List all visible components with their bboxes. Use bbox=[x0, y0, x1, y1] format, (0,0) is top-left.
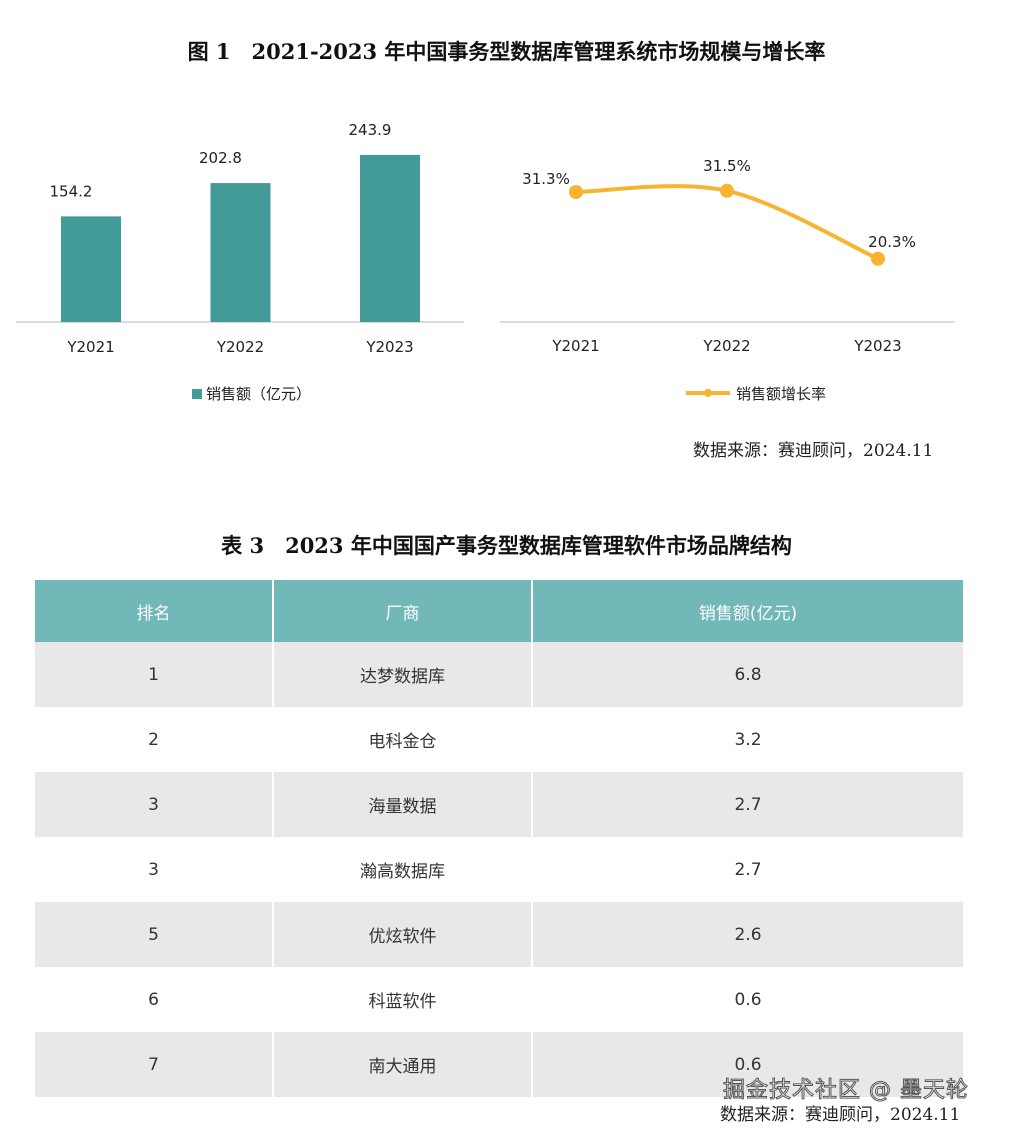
cell-sales: 3.2 bbox=[532, 707, 965, 772]
legend-swatch bbox=[192, 389, 202, 399]
point-data-label: 31.5% bbox=[703, 157, 751, 175]
cell-sales: 0.6 bbox=[532, 1032, 965, 1097]
cell-rank: 3 bbox=[35, 837, 274, 902]
brand-table: 排名 厂商 销售额(亿元) 1 达梦数据库 6.8 2 电科金仓 3.2 3 海量数据 2.7 3… bbox=[35, 580, 965, 1097]
cell-vendor: 科蓝软件 bbox=[273, 967, 533, 1032]
cell-vendor: 电科金仓 bbox=[273, 707, 533, 772]
table-row: 6 科蓝软件 0.6 bbox=[35, 967, 965, 1032]
data-point bbox=[569, 185, 583, 200]
figure-title: 图 1 2021-2023 年中国事务型数据库管理系统市场规模与增长率 bbox=[187, 39, 826, 64]
header-rank: 排名 bbox=[35, 580, 274, 642]
x-tick-label: Y2021 bbox=[66, 338, 114, 356]
cell-rank: 3 bbox=[35, 772, 274, 837]
cell-rank: 5 bbox=[35, 902, 274, 967]
legend-marker bbox=[704, 389, 712, 397]
cell-sales: 2.7 bbox=[532, 772, 965, 837]
legend-label: 销售额（亿元） bbox=[206, 385, 311, 403]
cell-vendor: 瀚高数据库 bbox=[273, 837, 533, 902]
point-data-label: 20.3% bbox=[868, 233, 916, 251]
point-data-label: 31.3% bbox=[522, 170, 570, 188]
table-row: 5 优炫软件 2.6 bbox=[35, 902, 965, 967]
source-note-2: 数据来源：赛迪顾问，2024.11 bbox=[720, 1105, 961, 1125]
x-tick-label: Y2022 bbox=[216, 338, 264, 356]
bar-Y2023 bbox=[360, 154, 420, 322]
cell-sales: 2.7 bbox=[532, 837, 965, 902]
cell-sales: 6.8 bbox=[532, 642, 965, 707]
cell-vendor: 优炫软件 bbox=[273, 902, 533, 967]
legend-label: 销售额增长率 bbox=[736, 385, 826, 403]
bar-data-label: 202.8 bbox=[199, 149, 242, 167]
cell-rank: 6 bbox=[35, 967, 274, 1032]
table-row: 3 海量数据 2.7 bbox=[35, 772, 965, 837]
data-point bbox=[720, 183, 734, 198]
cell-rank: 2 bbox=[35, 707, 274, 772]
cell-sales: 0.6 bbox=[532, 967, 965, 1032]
x-tick-label: Y2022 bbox=[702, 337, 750, 355]
x-tick-label: Y2023 bbox=[853, 337, 901, 355]
table-header-row: 排名 厂商 销售额(亿元) bbox=[35, 580, 965, 642]
watermark: 掘金技术社区 @ 墨天轮 bbox=[723, 1078, 969, 1104]
line-chart: 31.3% Y2021 31.5% Y2022 20.3% Y2023 销售额增长率 bbox=[500, 157, 955, 403]
bar-data-label: 243.9 bbox=[349, 121, 392, 139]
table-row: 3 瀚高数据库 2.7 bbox=[35, 837, 965, 902]
bar-data-label: 154.2 bbox=[50, 182, 93, 200]
bar-chart: 154.2 Y2021 202.8 Y2022 243.9 Y2023 销售额（亿元） bbox=[16, 121, 464, 403]
table-row: 1 达梦数据库 6.8 bbox=[35, 642, 965, 707]
x-tick-label: Y2021 bbox=[551, 337, 599, 355]
cell-vendor: 南大通用 bbox=[273, 1032, 533, 1097]
cell-sales: 2.6 bbox=[532, 902, 965, 967]
x-tick-label: Y2023 bbox=[365, 338, 413, 356]
data-point bbox=[871, 251, 885, 266]
cell-rank: 1 bbox=[35, 642, 274, 707]
table-title: 表 3 2023 年中国国产事务型数据库管理软件市场品牌结构 bbox=[221, 533, 792, 558]
header-vendor: 厂商 bbox=[273, 580, 533, 642]
table-row: 7 南大通用 0.6 bbox=[35, 1032, 965, 1097]
cell-rank: 7 bbox=[35, 1032, 274, 1097]
header-sales: 销售额(亿元) bbox=[532, 580, 965, 642]
table-row: 2 电科金仓 3.2 bbox=[35, 707, 965, 772]
cell-vendor: 海量数据 bbox=[273, 772, 533, 837]
bar-Y2022 bbox=[210, 183, 271, 322]
source-note-1: 数据来源：赛迪顾问，2024.11 bbox=[693, 441, 934, 461]
cell-vendor: 达梦数据库 bbox=[273, 642, 533, 707]
bar-Y2021 bbox=[61, 216, 121, 322]
